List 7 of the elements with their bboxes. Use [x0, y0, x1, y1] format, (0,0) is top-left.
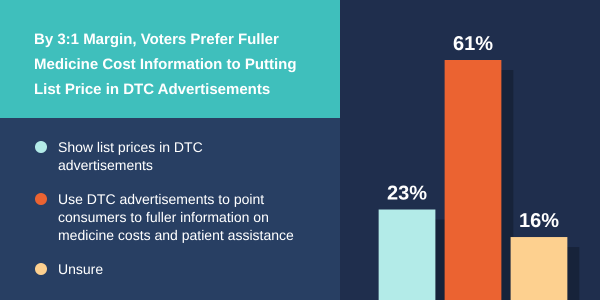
legend-label: Show list prices in DTC advertisements: [58, 139, 203, 173]
legend-label: Unsure: [58, 261, 104, 277]
data-label: 16%: [518, 210, 560, 232]
legend-label: Use DTC advertisements to point consumers to fuller information on medicine costs and patient assistance: [58, 191, 294, 243]
text: By 3:1 Margin, Voters Prefer Fuller Medicine Cost Information to Putting List Price in DTC Advertisements: [34, 31, 296, 98]
data-label: 23%: [387, 182, 428, 205]
data-label: 61%: [452, 33, 494, 55]
